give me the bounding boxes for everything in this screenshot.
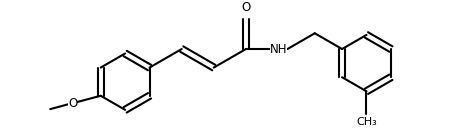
Text: O: O	[241, 1, 251, 14]
Text: O: O	[68, 97, 77, 110]
Text: CH₃: CH₃	[356, 117, 377, 127]
Text: NH: NH	[270, 43, 287, 55]
